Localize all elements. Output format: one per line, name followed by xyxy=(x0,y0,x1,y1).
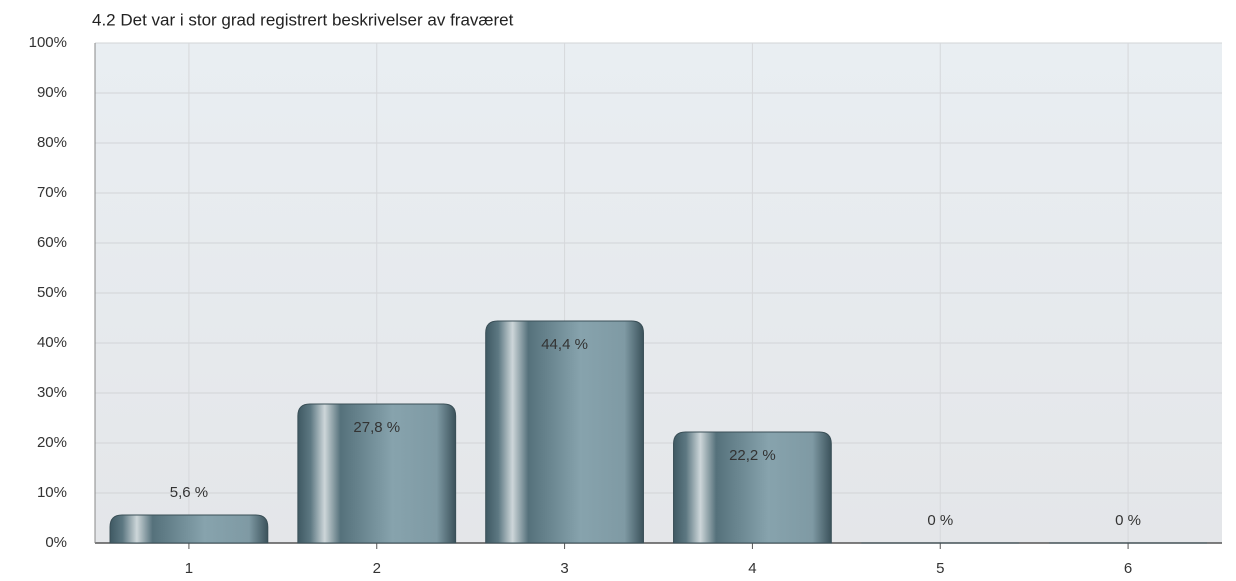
y-tick-label: 60% xyxy=(37,234,67,251)
x-tick-label: 6 xyxy=(1124,560,1132,577)
bar xyxy=(485,320,644,544)
bar xyxy=(109,514,269,544)
y-tick-label: 50% xyxy=(37,284,67,301)
y-tick-label: 10% xyxy=(37,484,67,501)
x-tick-label: 2 xyxy=(373,560,381,577)
y-tick-label: 80% xyxy=(37,134,67,151)
x-tick-label: 5 xyxy=(936,560,944,577)
x-tick-label: 4 xyxy=(748,560,756,577)
y-tick-label: 100% xyxy=(29,34,67,51)
x-tick-label: 3 xyxy=(560,560,568,577)
value-label: 44,4 % xyxy=(541,336,588,353)
chart-title: 4.2 Det var i stor grad registrert beskr… xyxy=(92,10,514,29)
y-tick-label: 30% xyxy=(37,384,67,401)
value-label: 0 % xyxy=(927,512,953,529)
y-tick-label: 0% xyxy=(45,534,67,551)
x-tick-label: 1 xyxy=(185,560,193,577)
y-tick-label: 70% xyxy=(37,184,67,201)
value-label: 22,2 % xyxy=(729,447,776,464)
value-label: 0 % xyxy=(1115,512,1141,529)
y-tick-label: 40% xyxy=(37,334,67,351)
value-label: 5,6 % xyxy=(170,484,208,501)
bar xyxy=(297,403,457,544)
y-tick-label: 20% xyxy=(37,434,67,451)
bar xyxy=(673,431,832,544)
value-label: 27,8 % xyxy=(353,419,400,436)
y-tick-label: 90% xyxy=(37,84,67,101)
